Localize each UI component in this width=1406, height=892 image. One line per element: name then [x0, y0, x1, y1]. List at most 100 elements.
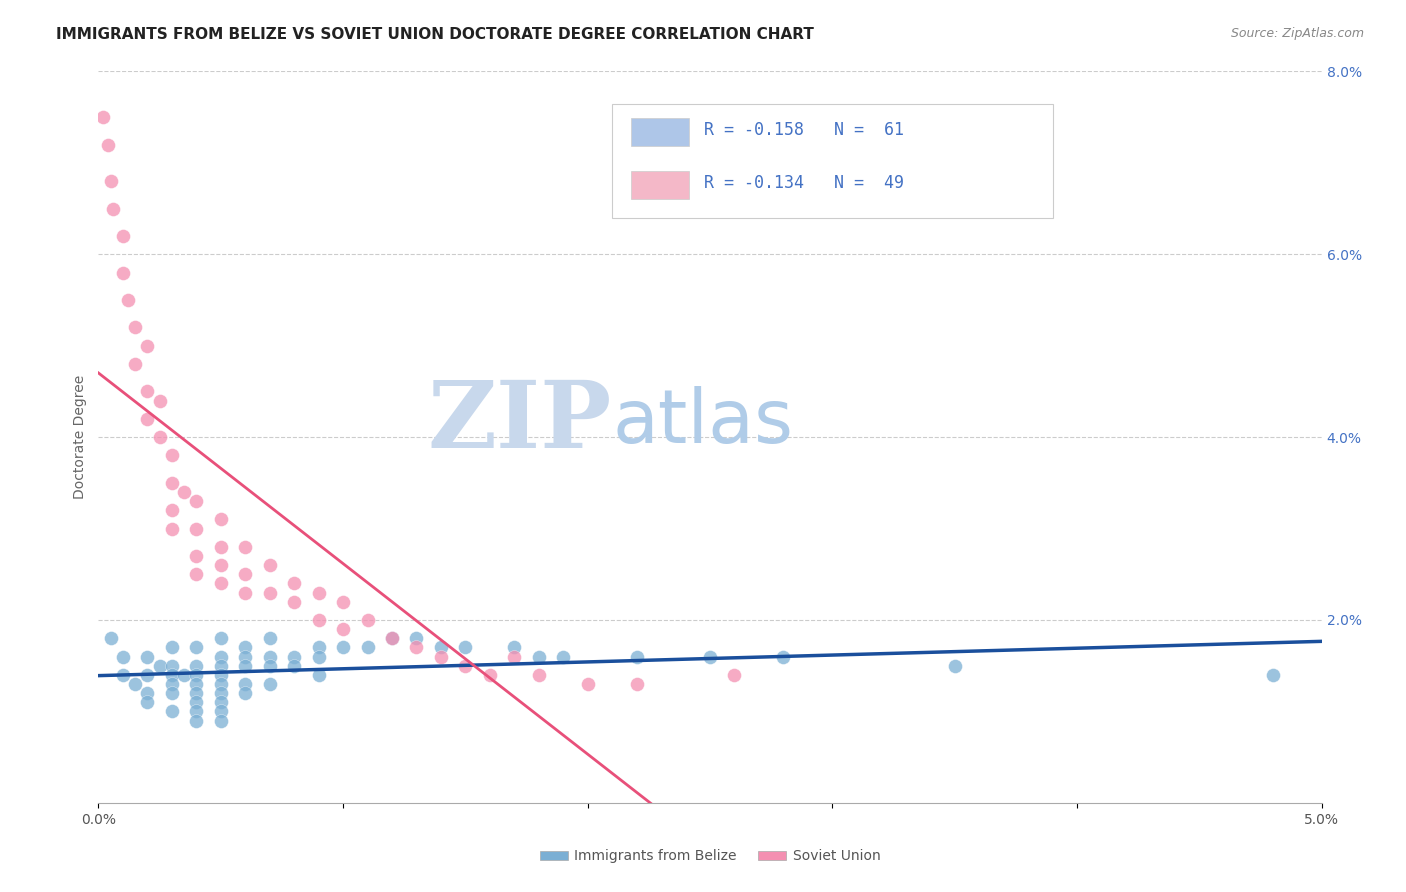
Point [332, 622, 354, 636]
Point [626, 649, 648, 664]
Point [186, 667, 208, 681]
Point [308, 667, 330, 681]
Point [136, 686, 159, 700]
Point [100, 174, 122, 188]
Point [117, 293, 139, 307]
Point [160, 658, 183, 673]
Point [356, 640, 378, 655]
Point [553, 649, 575, 664]
Point [699, 649, 721, 664]
Point [160, 521, 183, 535]
Point [136, 649, 159, 664]
Point [160, 686, 183, 700]
Point [626, 677, 648, 691]
Point [186, 686, 208, 700]
Point [405, 632, 427, 646]
Point [209, 540, 232, 554]
Point [381, 632, 404, 646]
Point [186, 695, 208, 709]
Point [283, 595, 305, 609]
Point [233, 658, 256, 673]
Point [283, 658, 305, 673]
Point [356, 613, 378, 627]
Point [503, 640, 526, 655]
Point [430, 649, 453, 664]
FancyBboxPatch shape [612, 104, 1053, 218]
Point [136, 338, 159, 352]
Point [149, 658, 172, 673]
Point [149, 430, 172, 444]
Point [527, 667, 550, 681]
Point [160, 475, 183, 490]
Point [283, 649, 305, 664]
Point [111, 649, 134, 664]
Point [772, 649, 794, 664]
Point [124, 320, 146, 334]
Point [233, 649, 256, 664]
Point [209, 667, 232, 681]
FancyBboxPatch shape [630, 171, 689, 199]
Point [101, 202, 124, 216]
Point [160, 667, 183, 681]
Point [233, 640, 256, 655]
Y-axis label: Doctorate Degree: Doctorate Degree [73, 375, 87, 500]
Point [381, 632, 404, 646]
Point [100, 632, 122, 646]
Point [209, 632, 232, 646]
Text: R = -0.134   N =  49: R = -0.134 N = 49 [704, 174, 904, 192]
Point [160, 640, 183, 655]
Point [332, 595, 354, 609]
Point [503, 649, 526, 664]
Point [124, 677, 146, 691]
Point [233, 677, 256, 691]
Point [97, 137, 120, 152]
Point [160, 503, 183, 517]
Point [160, 677, 183, 691]
Point [209, 576, 232, 591]
Point [136, 667, 159, 681]
Point [259, 677, 281, 691]
Point [943, 658, 966, 673]
Point [209, 512, 232, 526]
Point [233, 540, 256, 554]
Point [136, 384, 159, 399]
Point [136, 695, 159, 709]
Point [454, 658, 477, 673]
Point [209, 649, 232, 664]
Point [111, 667, 134, 681]
Point [259, 658, 281, 673]
Point [186, 714, 208, 728]
Point [308, 585, 330, 599]
Point [186, 658, 208, 673]
Point [209, 658, 232, 673]
Legend: Immigrants from Belize, Soviet Union: Immigrants from Belize, Soviet Union [534, 844, 886, 869]
Point [136, 412, 159, 426]
Point [454, 640, 477, 655]
Point [124, 357, 146, 371]
Point [186, 640, 208, 655]
Point [259, 649, 281, 664]
Point [1261, 667, 1284, 681]
Point [308, 640, 330, 655]
Point [209, 677, 232, 691]
Point [233, 567, 256, 582]
Point [186, 521, 208, 535]
Point [209, 695, 232, 709]
Text: IMMIGRANTS FROM BELIZE VS SOVIET UNION DOCTORATE DEGREE CORRELATION CHART: IMMIGRANTS FROM BELIZE VS SOVIET UNION D… [56, 27, 814, 42]
Point [149, 393, 172, 408]
Point [160, 705, 183, 719]
Text: Source: ZipAtlas.com: Source: ZipAtlas.com [1230, 27, 1364, 40]
Point [160, 449, 183, 463]
Point [186, 705, 208, 719]
Point [332, 640, 354, 655]
Point [478, 667, 501, 681]
Point [186, 677, 208, 691]
Point [173, 667, 195, 681]
Point [173, 485, 195, 500]
FancyBboxPatch shape [630, 118, 689, 146]
Point [233, 686, 256, 700]
Point [91, 110, 114, 124]
Point [186, 494, 208, 508]
Point [430, 640, 453, 655]
Point [209, 714, 232, 728]
